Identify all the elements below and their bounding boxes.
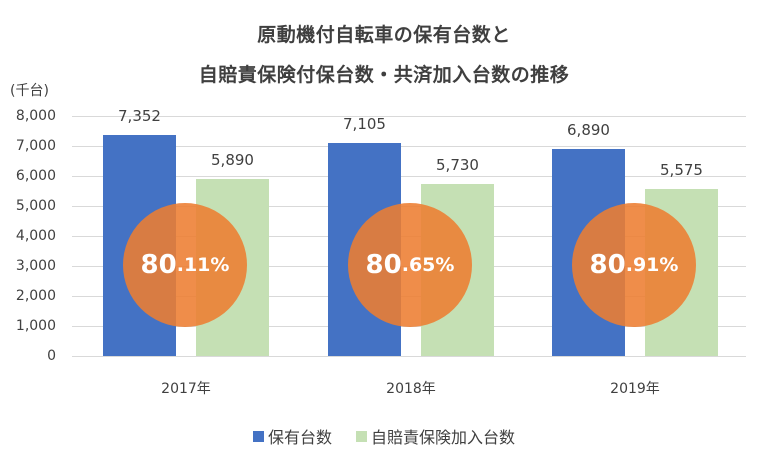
bar-value-label: 5,575 <box>660 160 703 179</box>
legend-item-insured: 自賠責保険加入台数 <box>356 424 515 448</box>
bar-value-label: 5,890 <box>211 151 254 170</box>
bar-value-label: 7,352 <box>118 107 161 126</box>
y-tick-label: 3,000 <box>15 258 56 274</box>
gridline <box>72 176 746 177</box>
y-tick-label: 8,000 <box>15 108 56 124</box>
bar-value-label: 5,730 <box>436 156 479 175</box>
legend-label: 自賠責保険加入台数 <box>371 428 516 447</box>
ratio-decimal: .91% <box>625 254 679 276</box>
y-tick-label: 5,000 <box>15 198 56 214</box>
bar-value-label: 6,890 <box>567 121 610 140</box>
ratio-badge: 80.11% <box>123 203 247 327</box>
bar-value-label: 7,105 <box>343 114 386 133</box>
x-tick-label: 2018年 <box>386 381 436 397</box>
x-axis-line <box>72 356 746 357</box>
chart-title-line-2: 自賠責保険付保台数・共済加入台数の推移 <box>198 64 570 86</box>
gridline <box>72 116 746 117</box>
legend-item-owned: 保有台数 <box>252 424 332 448</box>
ratio-badge: 80.91% <box>572 203 696 327</box>
ratio-decimal: .65% <box>401 254 455 276</box>
ratio-integer: 80 <box>589 250 626 280</box>
y-tick-label: 7,000 <box>15 138 56 154</box>
ratio-integer: 80 <box>140 250 177 280</box>
y-tick-label: 0 <box>47 348 56 364</box>
ratio-decimal: .11% <box>176 254 230 276</box>
x-tick-label: 2017年 <box>161 381 211 397</box>
gridline <box>72 146 746 147</box>
legend-swatch-blue-icon <box>252 430 264 442</box>
y-tick-label: 6,000 <box>15 168 56 184</box>
ratio-integer: 80 <box>365 250 402 280</box>
legend-label: 保有台数 <box>267 428 332 447</box>
x-tick-label: 2019年 <box>610 381 660 397</box>
y-tick-label: 4,000 <box>15 228 56 244</box>
ratio-badge: 80.65% <box>348 203 472 327</box>
legend: 保有台数 自賠責保険加入台数 <box>0 424 768 448</box>
y-tick-label: 1,000 <box>15 318 56 334</box>
legend-swatch-green-icon <box>356 430 367 442</box>
y-axis-unit-label: (千台) <box>10 83 49 99</box>
chart-title-line-1: 原動機付自転車の保有台数と <box>257 24 511 46</box>
y-tick-label: 2,000 <box>15 288 56 304</box>
